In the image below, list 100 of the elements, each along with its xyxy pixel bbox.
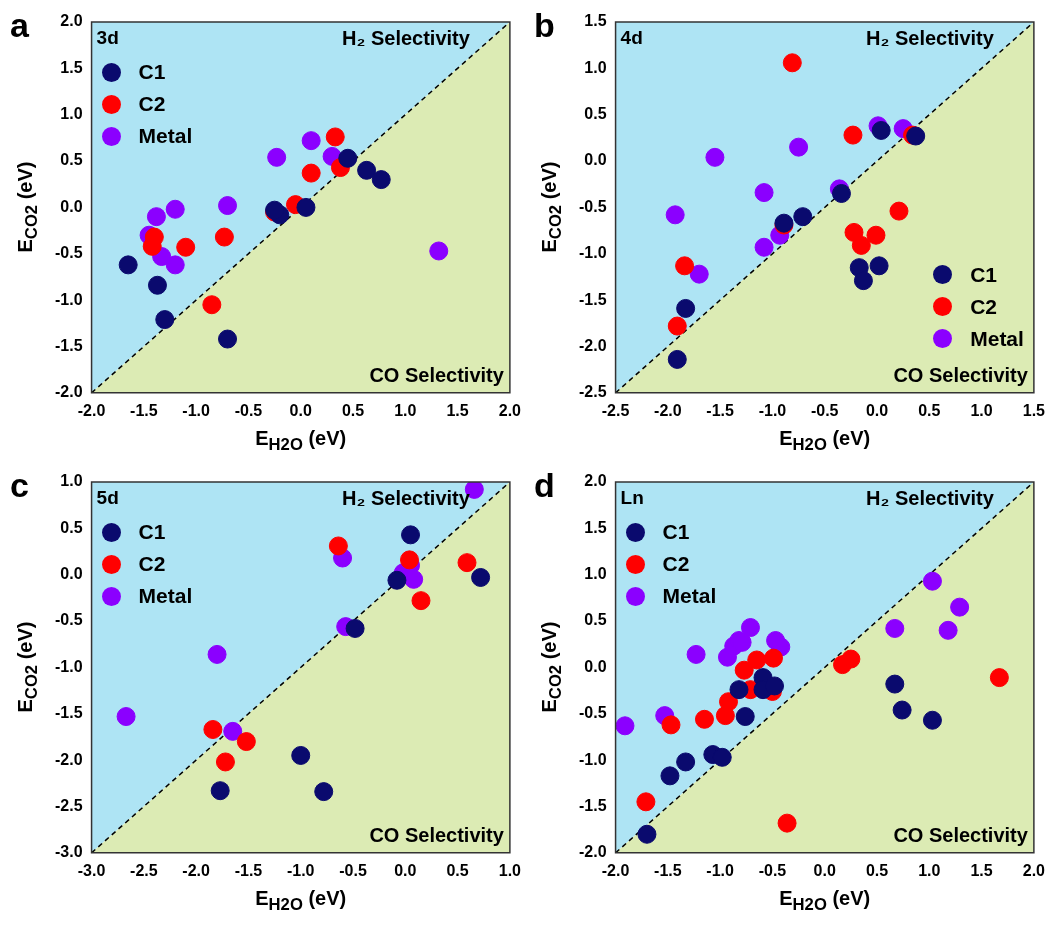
y-tick-label: 0.0 <box>584 151 607 169</box>
x-tick-label: -3.0 <box>77 861 106 879</box>
x-tick-label: -2.0 <box>77 401 106 419</box>
x-tick-label: -1.5 <box>654 861 682 879</box>
annotation: CO Selectivity <box>369 363 504 386</box>
y-tick-label: 1.0 <box>60 472 83 490</box>
legend-label: C2 <box>138 552 166 576</box>
y-tick-label: -0.5 <box>578 197 607 215</box>
x-tick-label: -2.5 <box>601 401 630 419</box>
x-tick-label: -1.0 <box>286 861 315 879</box>
y-tick-label: 2.0 <box>584 472 607 490</box>
x-tick-label: 1.0 <box>970 401 993 419</box>
legend-label: C1 <box>662 520 690 544</box>
x-tick-label: -1.0 <box>182 401 211 419</box>
y-tick-label: -2.0 <box>54 383 83 401</box>
x-tick-label: 0.0 <box>289 401 312 419</box>
x-tick-label: 0.5 <box>341 401 365 419</box>
x-tick-label: -1.0 <box>706 861 735 879</box>
y-tick-label: -1.5 <box>54 704 83 722</box>
y-tick-label: -0.5 <box>578 704 607 722</box>
x-tick-label: 0.5 <box>865 861 889 879</box>
x-tick-label: 0.5 <box>446 861 469 879</box>
x-tick-label: 1.0 <box>498 861 522 879</box>
annotation: H₂ Selectivity <box>342 487 470 509</box>
y-tick-label: 0.5 <box>584 611 607 629</box>
x-axis-title: E$_{H2O}$ (eV) <box>779 427 871 455</box>
x-tick-label: 2.0 <box>1022 861 1046 879</box>
annotation: 4d <box>620 27 643 48</box>
x-tick-label: 2.0 <box>498 401 522 419</box>
x-tick-label: 0.0 <box>813 861 836 879</box>
x-tick-label: -2.0 <box>601 861 630 879</box>
y-tick-label: 0.0 <box>60 565 83 583</box>
legend-label: C1 <box>970 262 998 287</box>
y-tick-label: -1.0 <box>578 244 607 262</box>
y-tick-label: 0.0 <box>60 197 83 215</box>
legend-label: Metal <box>970 326 1024 351</box>
y-tick-label: 1.5 <box>584 12 607 30</box>
x-tick-label: -1.0 <box>758 401 787 419</box>
x-axis-title: E$_{H2O}$ (eV) <box>255 887 347 915</box>
legend-label: Metal <box>138 124 193 148</box>
y-tick-label: 2.0 <box>60 12 83 30</box>
x-tick-label: 1.5 <box>1022 401 1046 419</box>
y-tick-label: -1.5 <box>578 290 607 308</box>
y-tick-label: -1.5 <box>54 336 83 354</box>
y-tick-label: 1.0 <box>584 565 607 583</box>
chart-title: a <box>10 6 29 44</box>
x-tick-label: 0.0 <box>394 861 417 879</box>
x-tick-label: 0.5 <box>918 401 941 419</box>
x-tick-label: -0.5 <box>234 401 263 419</box>
chart-title: d <box>534 466 555 504</box>
legend-label: Metal <box>138 584 193 608</box>
chart-title: c <box>10 466 29 504</box>
annotation: H₂ Selectivity <box>866 27 994 49</box>
x-axis-title: E$_{H2O}$ (eV) <box>779 887 871 915</box>
x-tick-label: -2.5 <box>130 861 158 879</box>
x-tick-label: -2.0 <box>182 861 211 879</box>
y-tick-label: 1.0 <box>60 105 83 123</box>
y-tick-label: -2.0 <box>54 750 83 768</box>
annotation: CO Selectivity <box>369 823 504 846</box>
x-tick-label: 1.5 <box>446 401 469 419</box>
y-tick-label: 0.5 <box>60 518 83 536</box>
y-tick-label: 0.5 <box>584 105 607 123</box>
x-tick-label: -1.5 <box>706 401 735 419</box>
x-tick-label: 1.0 <box>918 861 941 879</box>
y-tick-label: 1.5 <box>584 518 607 536</box>
annotation: 5d <box>96 487 119 508</box>
x-tick-label: -1.5 <box>130 401 158 419</box>
x-tick-label: -2.0 <box>654 401 682 419</box>
y-tick-label: 1.0 <box>584 58 607 76</box>
legend-label: C2 <box>970 294 998 319</box>
legend-label: C2 <box>662 552 690 576</box>
chart-title: b <box>534 6 555 44</box>
x-tick-label: 0.0 <box>865 401 889 419</box>
legend-label: C2 <box>138 92 166 116</box>
x-tick-label: -0.5 <box>810 401 839 419</box>
y-tick-label: -2.0 <box>578 336 607 354</box>
y-tick-label: -2.0 <box>578 843 607 861</box>
y-tick-label: -1.5 <box>578 796 607 814</box>
annotation: 3d <box>96 27 119 48</box>
annotation: Ln <box>620 487 644 508</box>
annotation: H₂ Selectivity <box>866 487 994 509</box>
x-tick-label: -0.5 <box>339 861 367 879</box>
x-tick-label: -0.5 <box>758 861 787 879</box>
y-tick-label: -1.0 <box>578 750 607 768</box>
legend-label: Metal <box>662 584 717 608</box>
y-tick-label: -2.5 <box>578 383 607 401</box>
y-tick-label: 0.5 <box>60 151 83 169</box>
y-tick-label: -0.5 <box>54 611 83 629</box>
y-tick-label: 1.5 <box>60 58 83 76</box>
y-tick-label: -1.0 <box>54 290 83 308</box>
y-tick-label: -2.5 <box>54 796 83 814</box>
y-tick-label: -1.0 <box>54 657 83 675</box>
annotation: CO Selectivity <box>893 823 1028 846</box>
y-tick-label: -3.0 <box>54 843 83 861</box>
x-tick-label: 1.5 <box>970 861 993 879</box>
annotation: CO Selectivity <box>893 363 1028 386</box>
legend-label: C1 <box>138 60 166 84</box>
annotation: H₂ Selectivity <box>342 27 470 49</box>
y-tick-label: -0.5 <box>54 244 83 262</box>
legend-label: C1 <box>138 520 166 544</box>
